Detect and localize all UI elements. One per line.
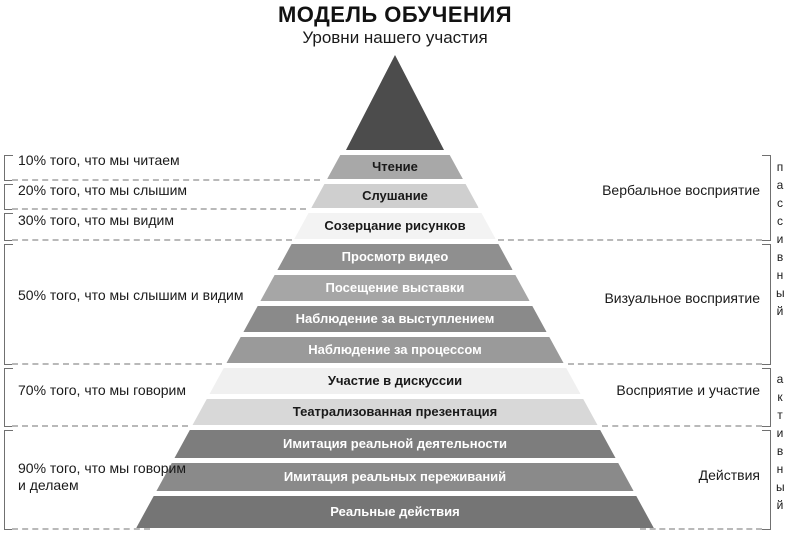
- guide-dash: [602, 425, 762, 427]
- percent-label: 50% того, что мы слышим и видим: [18, 287, 244, 304]
- guide-dash: [12, 528, 150, 530]
- guide-dash: [498, 239, 762, 241]
- pyramid-band-label: Созерцание рисунков: [324, 219, 465, 233]
- left-bracket: [4, 155, 13, 181]
- pyramid-band-label: Наблюдение за процессом: [308, 343, 481, 357]
- pyramid-band-label: Чтение: [372, 160, 418, 174]
- pyramid-band: Наблюдение за процессом: [226, 337, 563, 363]
- pyramid-tip: [346, 55, 444, 150]
- side-word: пассивный: [776, 158, 790, 320]
- guide-dash: [12, 425, 188, 427]
- pyramid-band-label: Имитация реальных переживаний: [284, 470, 506, 484]
- pyramid-band: Участие в дискуссии: [210, 368, 581, 394]
- pyramid-band-label: Участие в дискуссии: [328, 374, 462, 388]
- pyramid-band-label: Наблюдение за выступлением: [296, 312, 495, 326]
- side-word: активный: [776, 370, 790, 514]
- pyramid-band: Просмотр видео: [277, 244, 512, 270]
- pyramid-band: Чтение: [327, 155, 463, 179]
- pyramid-band-label: Просмотр видео: [342, 250, 449, 264]
- guide-dash: [12, 208, 306, 210]
- percent-label: 10% того, что мы читаем: [18, 152, 180, 169]
- subtitle: Уровни нашего участия: [0, 28, 790, 48]
- guide-dash: [12, 239, 292, 241]
- right-bracket: [762, 430, 771, 530]
- pyramid-band-label: Слушание: [362, 189, 428, 203]
- category-label: Визуальное восприятие: [604, 290, 760, 306]
- pyramid-band-label: Театрализованная презентация: [293, 405, 497, 419]
- pyramid-band-label: Посещение выставки: [326, 281, 465, 295]
- pyramid-band-label: Имитация реальной деятельности: [283, 437, 507, 451]
- percent-label: 30% того, что мы видим: [18, 212, 174, 229]
- left-bracket: [4, 430, 13, 530]
- pyramid-band: Имитация реальных переживаний: [156, 463, 633, 491]
- left-bracket: [4, 184, 13, 210]
- left-bracket: [4, 368, 13, 427]
- guide-dash: [12, 363, 222, 365]
- right-bracket: [762, 244, 771, 365]
- pyramid-band: Реальные действия: [136, 496, 654, 528]
- category-label: Восприятие и участие: [616, 382, 760, 398]
- right-bracket: [762, 155, 771, 241]
- guide-dash: [640, 528, 762, 530]
- learning-pyramid-diagram: МОДЕЛЬ ОБУЧЕНИЯ Уровни нашего участия Чт…: [0, 0, 790, 537]
- pyramid-band: Театрализованная презентация: [193, 399, 598, 425]
- percent-label: 70% того, что мы говорим: [18, 382, 186, 399]
- left-bracket: [4, 244, 13, 365]
- pyramid-band: Наблюдение за выступлением: [243, 306, 546, 332]
- percent-label: 20% того, что мы слышим: [18, 182, 187, 199]
- left-bracket: [4, 213, 13, 241]
- pyramid-band-label: Реальные действия: [330, 505, 460, 519]
- pyramid-band: Имитация реальной деятельности: [174, 430, 615, 458]
- guide-dash: [12, 179, 320, 181]
- pyramid-band: Посещение выставки: [260, 275, 529, 301]
- percent-label: 90% того, что мы говорими делаем: [18, 460, 186, 494]
- pyramid-band: Слушание: [311, 184, 478, 208]
- category-label: Вербальное восприятие: [602, 182, 760, 198]
- category-label: Действия: [699, 467, 760, 483]
- pyramid-band: Созерцание рисунков: [294, 213, 495, 239]
- title: МОДЕЛЬ ОБУЧЕНИЯ: [0, 2, 790, 28]
- guide-dash: [568, 363, 762, 365]
- right-bracket: [762, 368, 771, 427]
